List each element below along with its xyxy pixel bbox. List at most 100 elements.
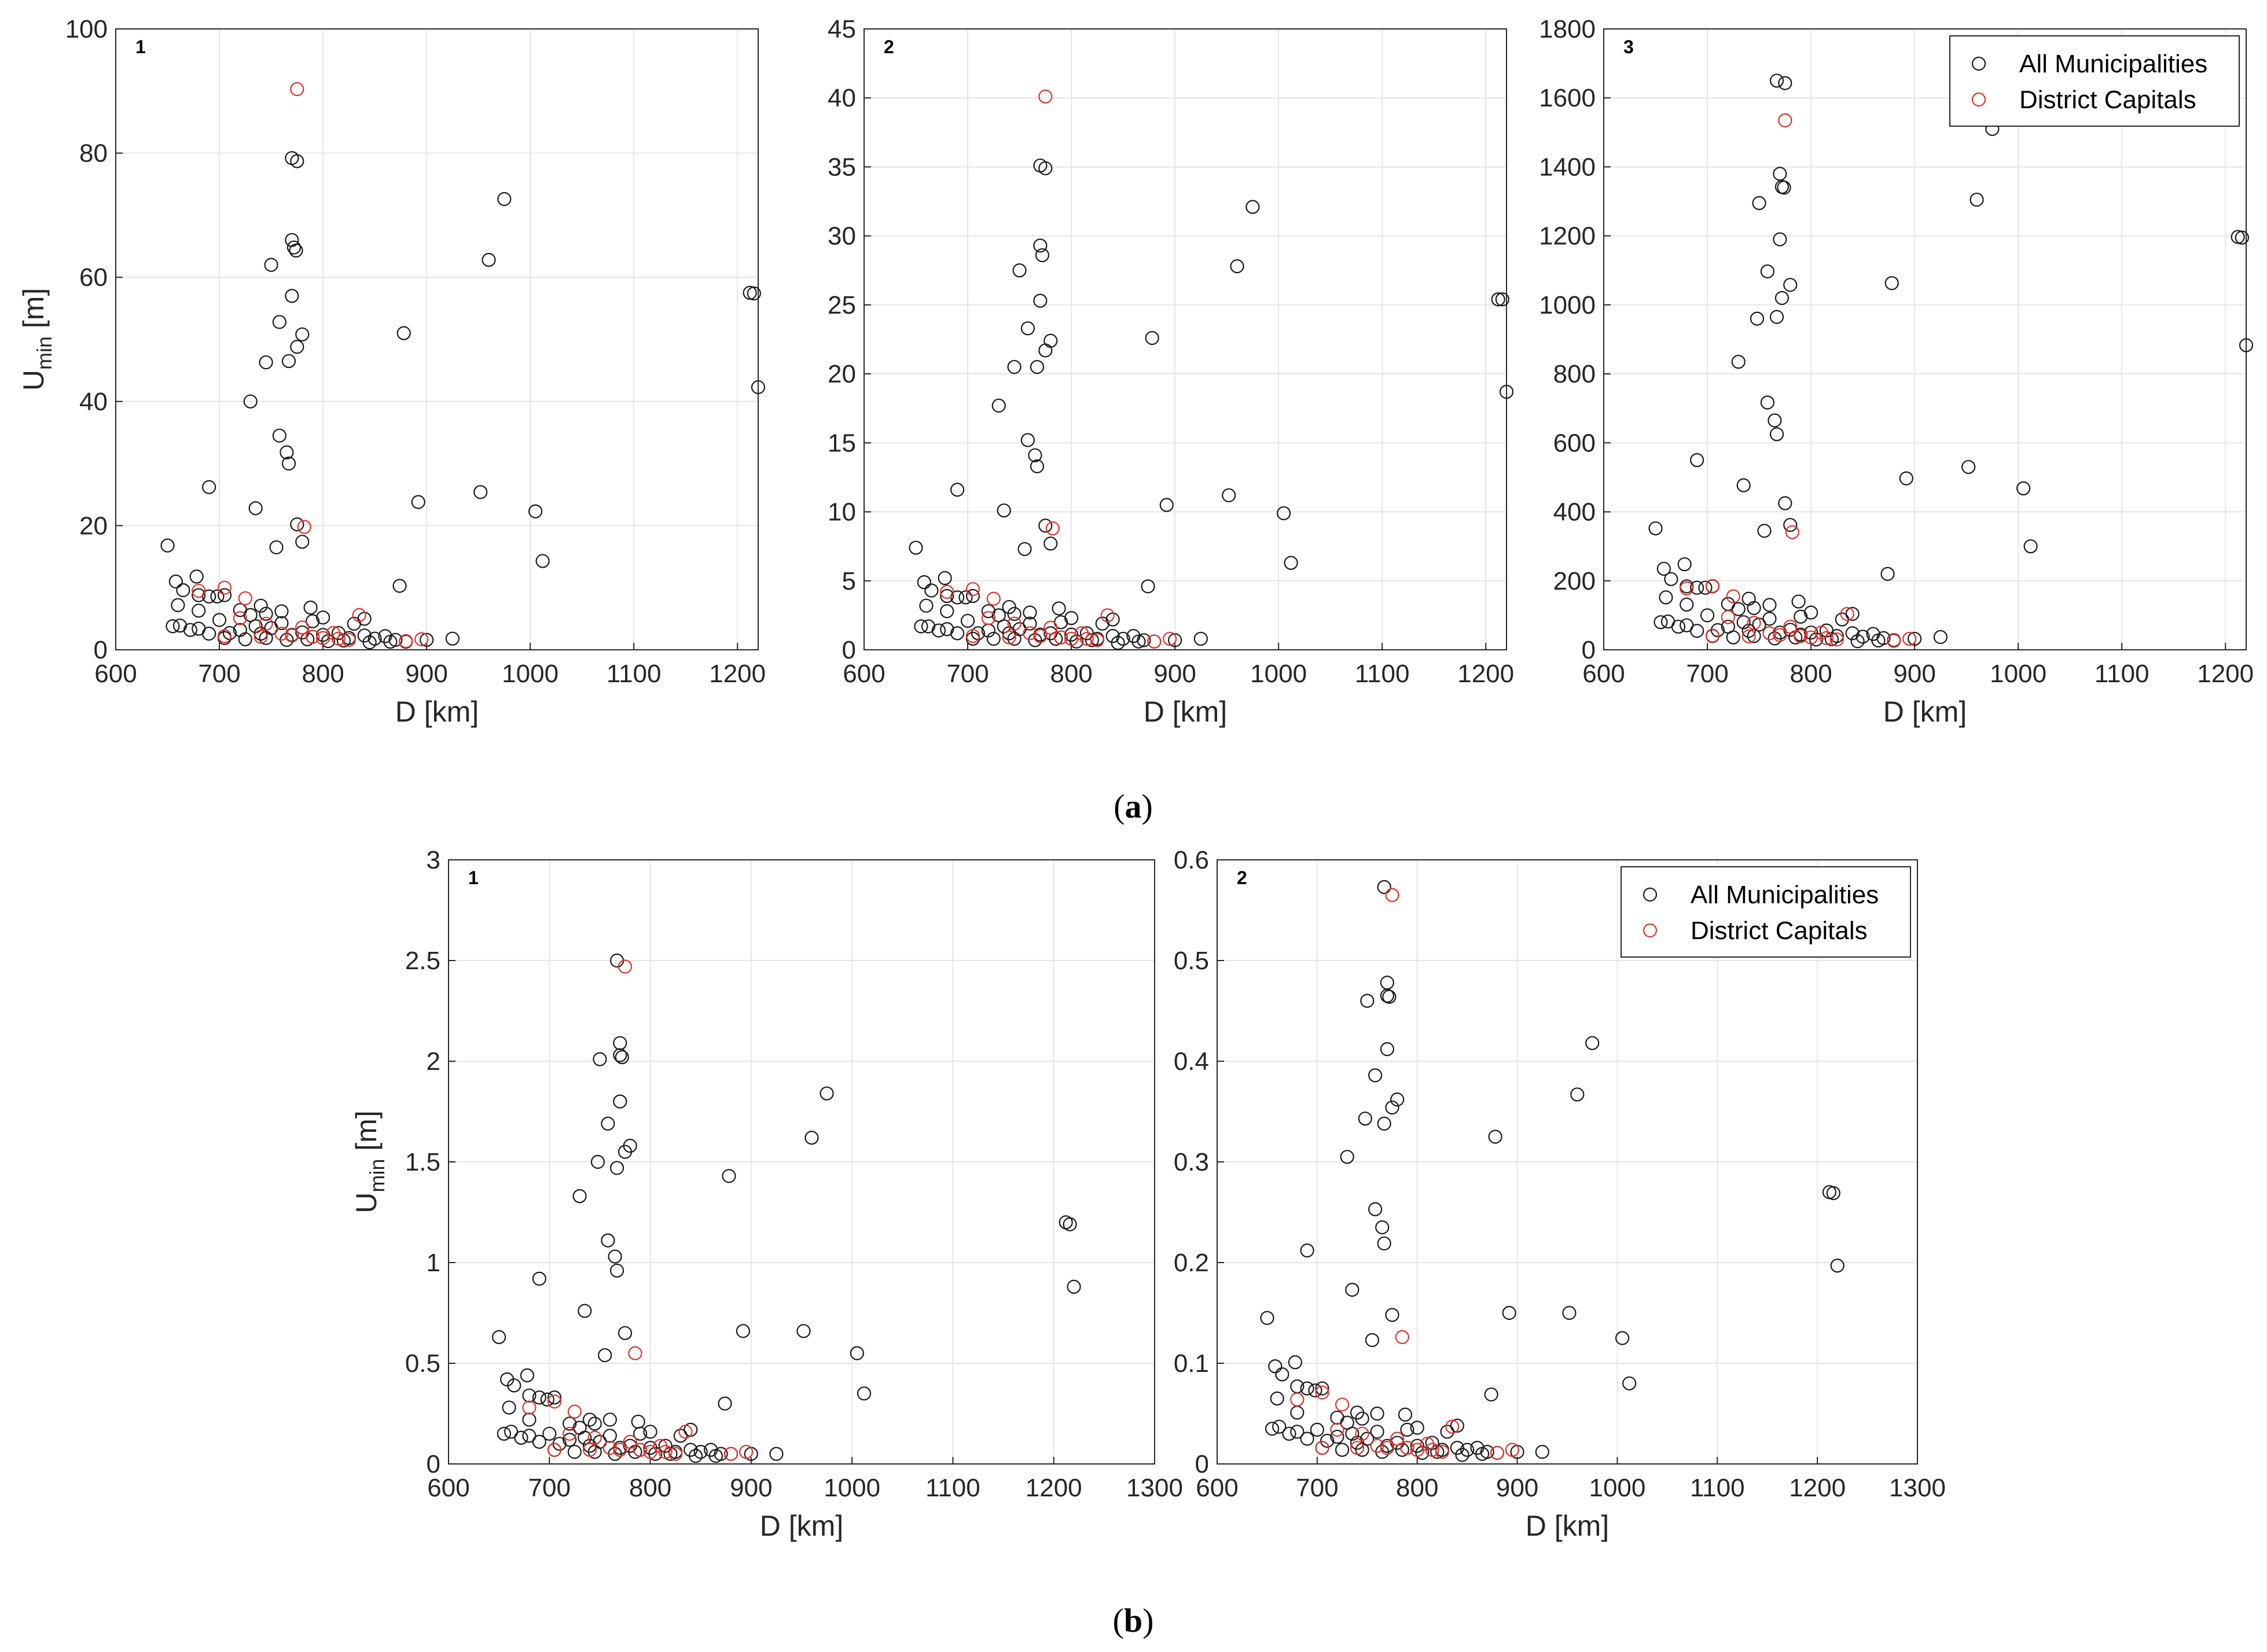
district-capital-point (399, 634, 413, 649)
x-tick-label: 1000 (824, 1474, 880, 1502)
district-capital-point (1147, 634, 1162, 649)
municipality-point (1345, 1426, 1360, 1441)
municipality-point (796, 1324, 811, 1338)
svg-text:(b): (b) (1113, 1602, 1154, 1639)
municipality-point (658, 1438, 673, 1453)
y-tick-label: 1400 (1539, 153, 1596, 181)
municipality-point (378, 629, 392, 643)
municipality-point (1355, 1411, 1369, 1426)
district-capital-point (965, 582, 980, 597)
district-capital-point (192, 583, 206, 598)
chart-b-1: 600 700 800 900 1000 1100 1200 1300 0 0.5 1 1.5 2 2.5… (350, 846, 1183, 1542)
municipality-point (673, 1429, 688, 1443)
municipality-point (1017, 542, 1032, 557)
municipality-point (1330, 1429, 1344, 1444)
district-capital-point (1726, 589, 1740, 604)
municipality-point (1830, 1259, 1845, 1273)
x-axis-label: D [km] (395, 696, 479, 728)
municipality-point (217, 588, 232, 602)
district-capital-point (658, 1445, 673, 1459)
y-tick-label: 0 (1582, 636, 1596, 664)
district-capital-point (1741, 629, 1756, 643)
y-tick-label: 35 (828, 153, 856, 181)
municipality-point (1760, 264, 1774, 279)
municipality-point (274, 604, 289, 619)
district-capital-point (1315, 1385, 1329, 1400)
municipality-point (1410, 1438, 1424, 1453)
municipality-point (1778, 496, 1792, 510)
municipality-point (1245, 200, 1260, 214)
district-capital-point (253, 630, 268, 644)
municipality-point (1933, 630, 1948, 645)
municipality-point (601, 1116, 615, 1131)
municipality-point (289, 243, 303, 258)
municipality-point (383, 634, 398, 649)
municipality-point (290, 340, 304, 354)
district-capital-point (981, 611, 995, 626)
municipality-point (1275, 1367, 1289, 1382)
municipality-point (1167, 633, 1182, 647)
district-capital-point (259, 616, 273, 631)
series-all-municipalities (909, 158, 1514, 650)
municipality-point (1033, 293, 1048, 308)
municipality-point (522, 1429, 537, 1443)
municipality-point (1276, 506, 1291, 521)
municipality-point (1880, 566, 1895, 581)
panel-number: 3 (1623, 36, 1634, 57)
y-tick-label: 2 (427, 1047, 440, 1076)
municipality-point (1270, 1391, 1284, 1406)
municipality-point (960, 613, 975, 628)
municipality-point (259, 631, 273, 645)
municipality-point (1491, 292, 1505, 307)
municipality-point (618, 1145, 633, 1159)
municipality-point (202, 480, 216, 494)
district-capital-point (643, 1445, 657, 1459)
district-capital-point (1902, 631, 1917, 646)
municipality-point (1502, 1305, 1516, 1320)
municipality-point (608, 1249, 622, 1264)
municipality-point (1141, 579, 1155, 594)
municipality-point (1773, 232, 1787, 246)
district-capital-point (331, 631, 346, 646)
district-capital-point (547, 1443, 562, 1457)
y-tick-label: 1600 (1539, 84, 1596, 112)
municipality-point (202, 627, 216, 641)
district-capital-point (1054, 630, 1068, 645)
caption-a: (a) (1114, 788, 1153, 825)
x-tick-label: 1100 (1690, 1474, 1745, 1502)
panel-number: 2 (884, 36, 894, 57)
municipality-point (1884, 276, 1899, 290)
municipality-point (1308, 1383, 1322, 1398)
y-tick-label: 0.5 (405, 1349, 440, 1378)
municipality-point (1769, 427, 1784, 441)
municipality-point (618, 1326, 633, 1340)
x-tick-label: 700 (1686, 660, 1728, 688)
y-axis-label: Umin [m] (17, 288, 56, 391)
municipality-point (540, 1392, 554, 1407)
x-tick-label: 1100 (1355, 660, 1410, 688)
municipality-point (914, 619, 928, 634)
x-tick-label: 1000 (1589, 1474, 1645, 1502)
y-tick-label: 0 (842, 636, 856, 664)
municipality-point (1038, 518, 1053, 533)
chart-b-2: 600 700 800 900 1000 1100 1200 1300 0 0.1 0.2 0.3 0.… (1174, 846, 1946, 1542)
municipality-point (1495, 292, 1509, 307)
municipality-point (269, 540, 284, 555)
district-capital-point (1390, 1432, 1405, 1446)
municipality-point (1475, 1447, 1490, 1461)
municipality-point (1345, 1282, 1360, 1297)
municipality-point (1769, 310, 1784, 324)
municipality-point (1288, 1355, 1302, 1370)
municipality-point (609, 1263, 624, 1278)
y-axis-label-subscript: min (32, 336, 56, 370)
municipality-point (290, 517, 304, 532)
municipality-point (1222, 488, 1236, 503)
district-capital-point (1023, 626, 1037, 641)
municipality-point (1044, 536, 1058, 551)
district-capital-point (341, 632, 356, 647)
municipality-point (563, 1433, 577, 1447)
municipality-point (567, 1445, 582, 1459)
x-axis-label: D [km] (1144, 696, 1227, 728)
municipality-point (1824, 632, 1839, 646)
municipality-point (1268, 1359, 1283, 1374)
